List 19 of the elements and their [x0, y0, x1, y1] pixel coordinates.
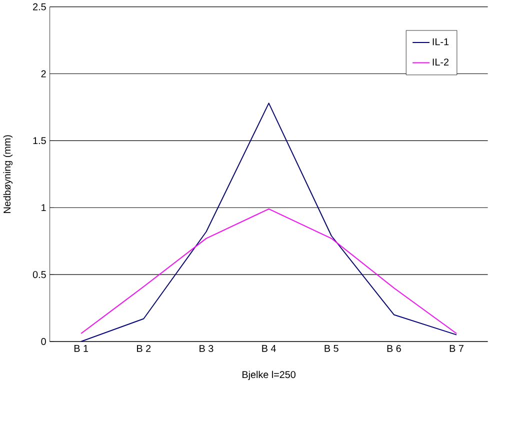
y-tick-label: 0.5 [32, 270, 46, 278]
legend-label: IL-1 [432, 38, 449, 46]
y-tick-label: 2 [41, 70, 46, 78]
y-tick-label: 0 [41, 338, 46, 345]
x-tick-label: B 7 [450, 344, 464, 352]
y-tick-label: 1 [42, 204, 46, 211]
x-tick-label: B 2 [137, 344, 151, 352]
y-tick-label: 2.5 [33, 3, 46, 10]
x-tick-label: B 6 [387, 344, 401, 352]
x-axis-title: Bjelke l=250 [242, 370, 296, 380]
y-tick-label: 1.5 [33, 137, 46, 144]
line-series [80, 102, 458, 342]
legend-label: IL-2 [432, 58, 449, 66]
line-series [80, 208, 458, 334]
x-tick-label: B 3 [200, 344, 214, 352]
x-tick-label: B 5 [324, 344, 338, 352]
x-tick-label: B 1 [74, 344, 88, 352]
x-tick-label: B 4 [262, 344, 276, 352]
y-axis-title: Nedbøyning (mm) [3, 135, 13, 213]
